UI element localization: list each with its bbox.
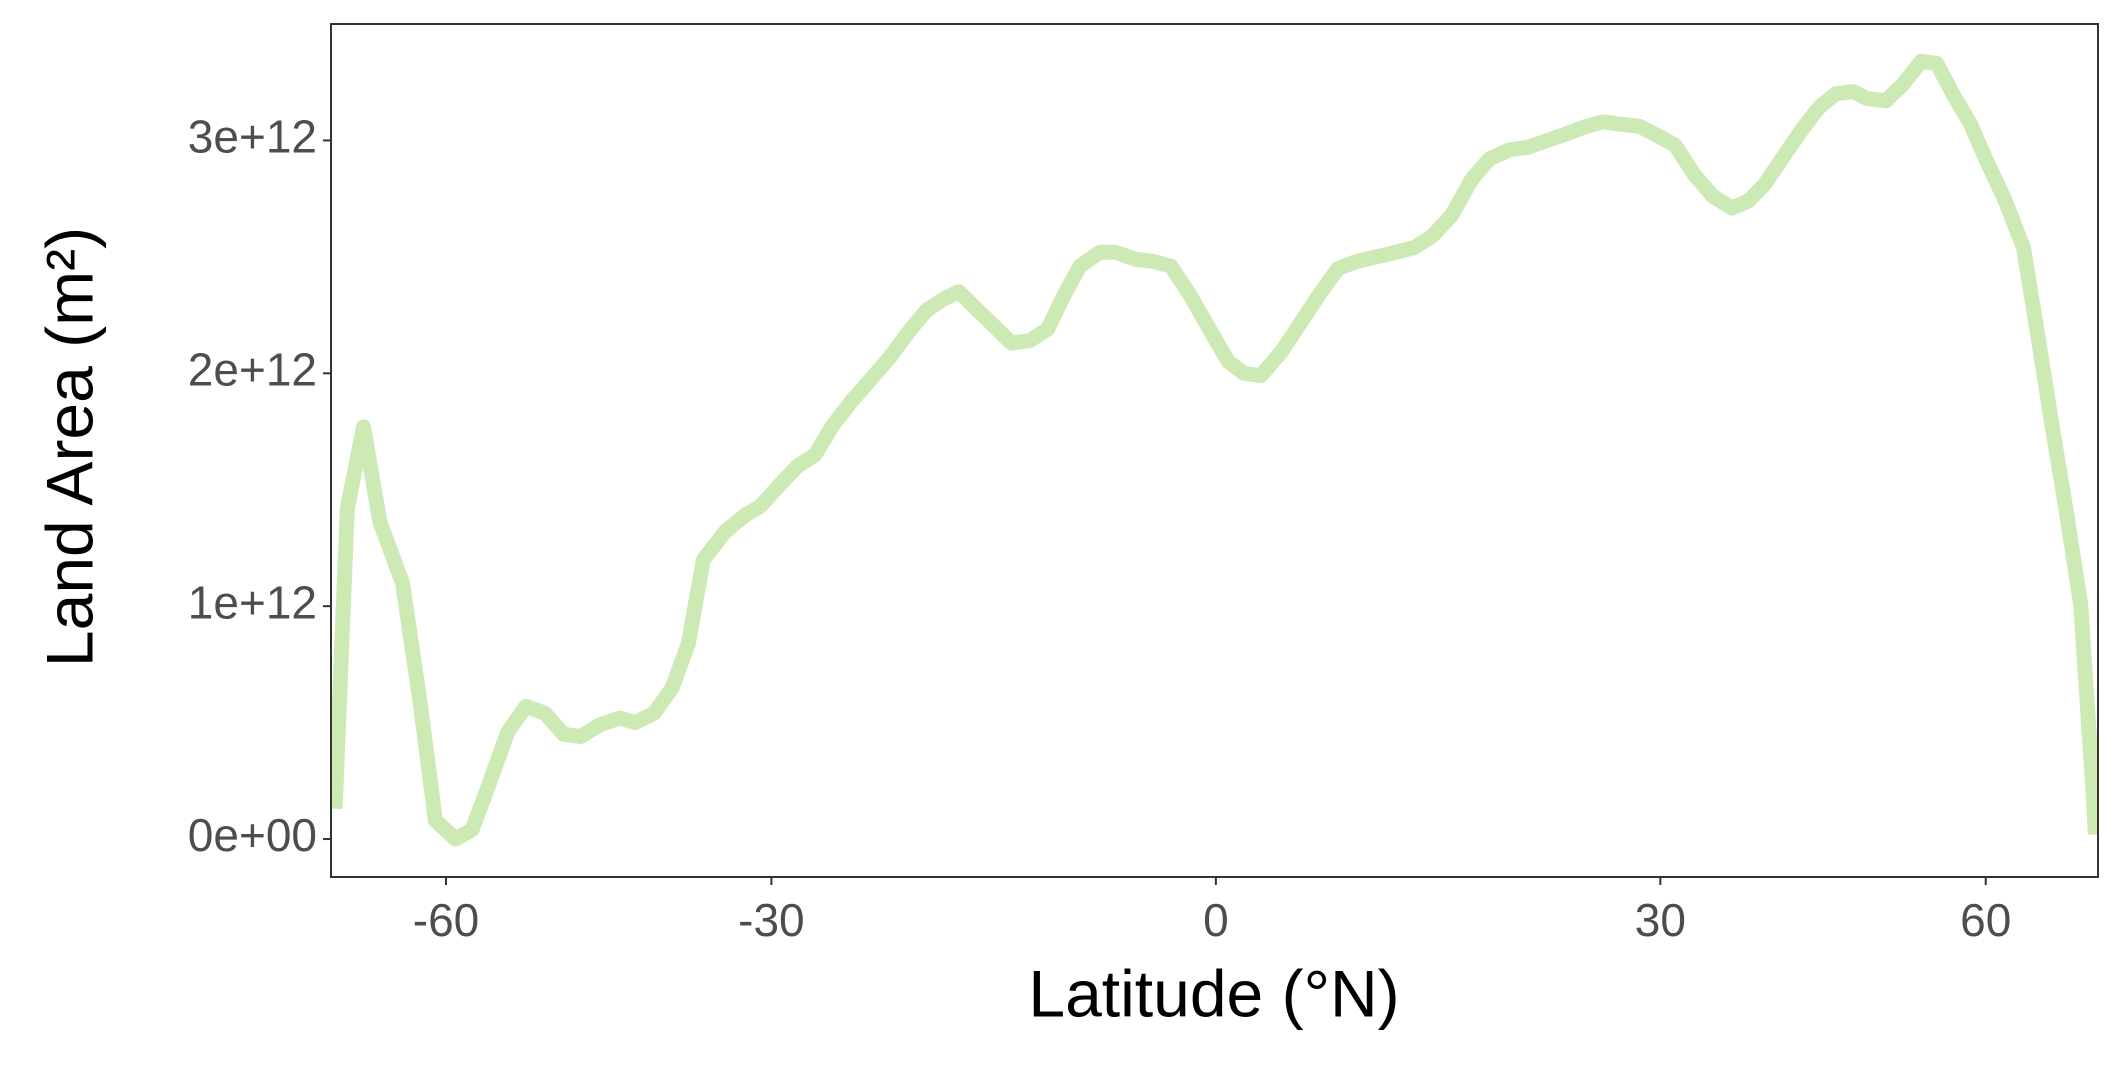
x-tick-label: -30 [738, 894, 804, 946]
x-tick-label: -60 [413, 894, 479, 946]
y-tick-label: 1e+12 [188, 576, 317, 628]
x-tick-label: 0 [1203, 894, 1229, 946]
y-tick-label: 0e+00 [188, 809, 317, 861]
data-line [331, 53, 2098, 847]
plot-border [330, 23, 2099, 878]
y-tick-label: 3e+12 [188, 111, 317, 163]
y-tick-label: 2e+12 [188, 343, 317, 395]
y-axis-title: Land Area (m²) [32, 227, 106, 667]
x-axis-title: Latitude (°N) [1028, 956, 1399, 1030]
x-tick-label: 30 [1635, 894, 1686, 946]
x-tick-label: 60 [1960, 894, 2011, 946]
